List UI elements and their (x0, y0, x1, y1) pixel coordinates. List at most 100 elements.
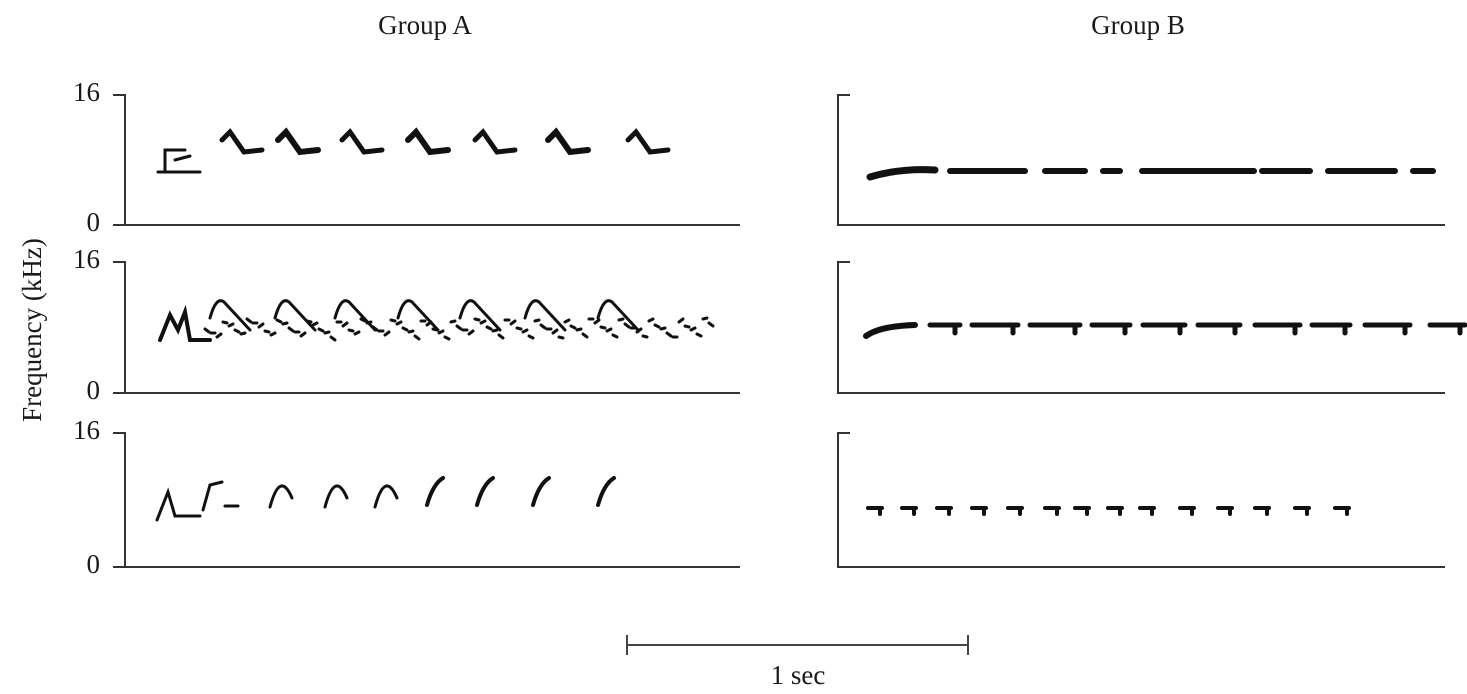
spectrogram-syllable (241, 333, 245, 334)
spectrogram-syllable (548, 132, 588, 152)
spectrogram-syllable (222, 132, 262, 152)
spectrogram-syllable (205, 329, 209, 332)
spectrogram-syllable (511, 321, 515, 324)
spectrogram-syllable (523, 330, 527, 332)
spectrogram-syllable (619, 319, 623, 320)
spectrogram-syllable (571, 326, 575, 328)
spectrogram-syllable (235, 330, 239, 332)
spectrogram-syllable (439, 331, 443, 333)
spectrogram-syllable (289, 328, 293, 331)
spectrogram-syllable (1255, 325, 1300, 333)
spectrogram-syllable (679, 319, 683, 322)
spectrogram-syllable (930, 325, 960, 333)
spectrogram-syllable (375, 486, 397, 507)
spectrogram-syllable (460, 301, 500, 330)
y-tick-label: 0 (87, 549, 101, 579)
spectrogram-syllable (1365, 325, 1410, 333)
spectrogram-syllable (160, 312, 210, 340)
y-tick-label: 0 (87, 375, 101, 405)
spectrogram-syllable (408, 132, 448, 152)
axis (113, 95, 740, 225)
spectrogram-syllable (565, 320, 569, 322)
spectrogram-syllable (493, 330, 497, 331)
y-tick-label: 16 (73, 77, 100, 107)
spectrogram-syllable (313, 323, 317, 325)
spectrogram-syllable (475, 132, 515, 152)
spectrogram-syllable (1295, 508, 1309, 514)
spectrogram-syllable (628, 132, 668, 152)
spectrogram-syllable (270, 486, 292, 507)
y-tick-label: 0 (87, 207, 101, 237)
spectrogram-syllable (301, 333, 305, 336)
spectrogram-syllable (265, 331, 269, 332)
spectrogram-syllable (217, 334, 221, 337)
spectrogram-syllable (319, 329, 323, 331)
spectrogram-syllable (529, 336, 533, 338)
spectrogram-syllable (342, 132, 382, 152)
spectrogram-syllable (625, 324, 629, 327)
spectrogram-syllable (517, 328, 521, 329)
spectrogram-syllable (1255, 508, 1269, 514)
axis (838, 433, 1445, 567)
spectrogram-syllable (1140, 508, 1154, 514)
spectrogram-syllable (1045, 508, 1059, 514)
spectrogram-syllable (691, 328, 695, 330)
spectrogram-syllable (709, 323, 713, 326)
spectrogram-syllable (535, 320, 539, 321)
spectrogram-syllable (1143, 325, 1185, 333)
spectrogram-syllable (559, 337, 563, 338)
y-tick-label: 16 (73, 244, 100, 274)
axis (838, 95, 1445, 225)
group-title: Group B (1091, 10, 1185, 40)
spectrogram-syllable (598, 301, 638, 330)
spectrogram-syllable (866, 325, 915, 336)
spectrogram-syllable (667, 333, 671, 336)
spectrogram-syllable (1180, 508, 1194, 514)
spectrogram-syllable (223, 322, 227, 323)
spectrograms: 16 0 16 0 16 0 (73, 77, 1465, 579)
spectrogram-syllable (643, 336, 647, 337)
spectrogram-syllable (868, 508, 882, 514)
spectrogram-syllable (1312, 325, 1350, 333)
spectrogram-syllable (277, 320, 281, 322)
spectrogram-syllable (697, 334, 701, 336)
spectrogram-syllable (349, 330, 353, 331)
scale-bar-label: 1 sec (771, 660, 826, 689)
spectrogram-syllable (229, 324, 233, 326)
spectrogram-syllable (577, 329, 581, 330)
spectrogram-syllable (553, 330, 557, 333)
spectrogram-syllable (477, 478, 493, 505)
spectrogram-syllable (595, 320, 599, 323)
spectrogram-syllable (385, 332, 389, 335)
spectrogram-syllable (937, 508, 951, 514)
spectrogram-syllable (487, 327, 491, 329)
spectrogram-syllable (343, 323, 347, 326)
spectrogram-syllable (703, 318, 707, 319)
spectrogram-syllable (355, 332, 359, 334)
spectrogram-syllable (499, 335, 503, 338)
spectrogram-syllable (972, 325, 1018, 333)
spectrogram-syllable (427, 478, 443, 505)
group-title: Group A (378, 10, 472, 40)
spectrogram-syllable (685, 326, 689, 327)
spectrogram-syllable (1030, 325, 1080, 333)
spectrogram-syllable (870, 170, 935, 177)
spectrogram-syllable (325, 332, 329, 333)
spectrogram-syllable (481, 321, 485, 323)
spectrogram-syllable (902, 508, 916, 514)
spectrogram-syllable (391, 320, 395, 321)
spectrogram-syllable (1218, 508, 1232, 514)
spectrogram-syllable (445, 337, 449, 339)
spectrogram-syllable (598, 478, 614, 505)
spectrogram-syllable (398, 301, 438, 330)
spectrogram-syllable (271, 333, 275, 335)
spectrogram-syllable (403, 328, 407, 330)
y-tick-label: 16 (73, 415, 100, 445)
spectrogram-syllable (469, 331, 473, 334)
spectrogram-syllable (278, 132, 318, 152)
spectrogram-syllable (451, 321, 455, 322)
spectrogram-syllable (397, 322, 401, 324)
spectrogram-syllable (259, 324, 263, 327)
spectrogram-syllable (1108, 508, 1122, 514)
spectrogram-syllable (1335, 508, 1349, 514)
